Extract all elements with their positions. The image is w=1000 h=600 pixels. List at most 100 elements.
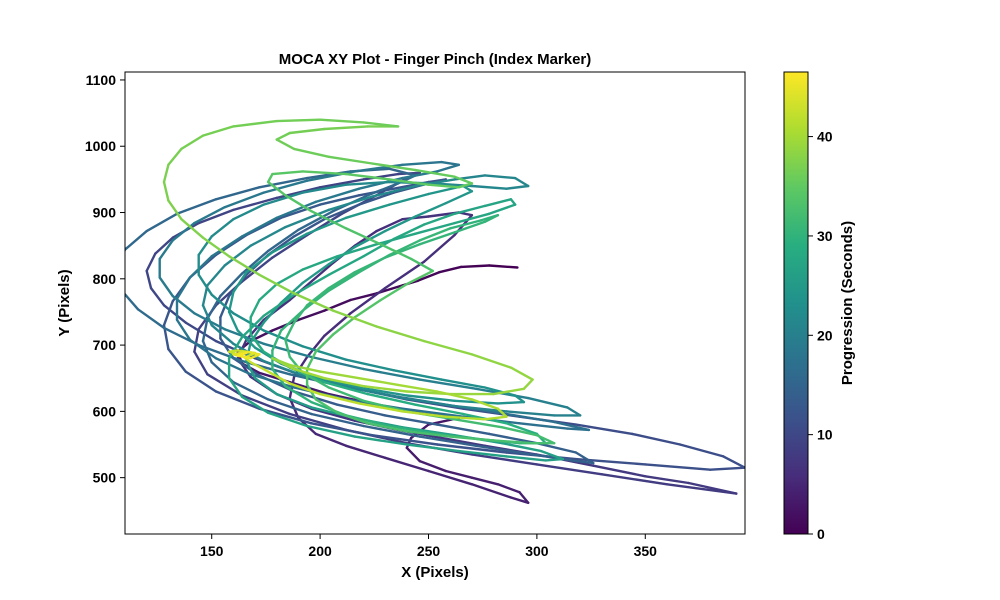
- trajectory-segment: [401, 215, 430, 221]
- trajectory-segment: [288, 382, 322, 396]
- trajectory-segment: [483, 174, 517, 180]
- trajectory-segment: [232, 203, 265, 221]
- trajectory-segment: [436, 423, 491, 436]
- trajectory-segment: [436, 443, 508, 454]
- trajectory-segment: [240, 256, 274, 283]
- trajectory-segment: [279, 203, 322, 220]
- trajectory-segment: [305, 286, 330, 307]
- trajectory-segment: [379, 282, 408, 302]
- trajectory-segment: [644, 475, 690, 485]
- trajectory-segment: [505, 422, 539, 436]
- trajectory-segment: [258, 176, 309, 189]
- trajectory-segment: [171, 294, 196, 315]
- trajectory-segment: [405, 269, 434, 286]
- trajectory-segment: [401, 396, 456, 408]
- trajectory-segment: [436, 390, 474, 401]
- trajectory-segment: [492, 439, 534, 445]
- trajectory-segment: [357, 386, 408, 397]
- trajectory-segment: [423, 233, 456, 263]
- trajectory-segment: [193, 205, 226, 225]
- trajectory-segment: [457, 449, 508, 458]
- trajectory-segment: [540, 449, 565, 461]
- trajectory-segment: [505, 412, 556, 424]
- trajectory-segment: [271, 232, 309, 254]
- trajectory-segment: [227, 335, 244, 360]
- trajectory-segment: [266, 228, 300, 253]
- trajectory-segment: [418, 231, 456, 246]
- trajectory-segment: [370, 162, 417, 172]
- trajectory-segment: [514, 176, 530, 188]
- trajectory-segment: [535, 463, 604, 476]
- trajectory-segment: [193, 328, 200, 353]
- trajectory-segment: [253, 377, 278, 396]
- trajectory-segment: [275, 392, 313, 409]
- trajectory-segment: [600, 473, 669, 486]
- trajectory-segment: [483, 415, 508, 421]
- trajectory-segment: [722, 455, 745, 469]
- trajectory-segment: [249, 225, 287, 247]
- x-tick-label: 150: [200, 543, 224, 559]
- trajectory-segment: [453, 175, 474, 185]
- trajectory-segment: [336, 243, 378, 258]
- trajectory-segment: [158, 239, 174, 261]
- trajectory-segment: [175, 198, 218, 216]
- trajectory-segment: [383, 414, 439, 426]
- trajectory-segment: [219, 272, 244, 298]
- trajectory-segment: [271, 170, 304, 176]
- trajectory-segment: [275, 200, 317, 220]
- trajectory-segment: [488, 432, 539, 445]
- colorbar-label: Progression (Seconds): [839, 221, 856, 385]
- trajectory-segment: [414, 168, 456, 178]
- trajectory-segment: [227, 255, 261, 276]
- trajectory-segment: [327, 386, 365, 402]
- trajectory-segment: [292, 304, 309, 324]
- trajectory-segment: [505, 184, 530, 190]
- trajectory-segment: [305, 216, 348, 235]
- trajectory-segment: [310, 261, 335, 283]
- trajectory-segment: [240, 216, 278, 238]
- trajectory-segment: [154, 236, 174, 255]
- trajectory-segment: [305, 334, 326, 359]
- trajectory-segment: [501, 442, 543, 453]
- trajectory-segment: [171, 221, 196, 242]
- trajectory-segment: [501, 426, 539, 437]
- trajectory-segment: [271, 329, 283, 352]
- trajectory-segment: [505, 455, 547, 462]
- trajectory-segment: [483, 213, 500, 224]
- trajectory-segment: [344, 358, 395, 372]
- trajectory-segment: [535, 442, 578, 454]
- trajectory-segment: [197, 208, 235, 225]
- trajectory-segment: [318, 178, 365, 189]
- trajectory-segment: [197, 343, 244, 363]
- trajectory-segment: [401, 160, 443, 167]
- y-tick-label: 1000: [85, 138, 116, 154]
- trajectory-segment: [440, 160, 460, 167]
- trajectory-segment: [405, 443, 460, 453]
- trajectory-segment: [310, 412, 365, 428]
- trajectory-segment: [323, 125, 369, 131]
- trajectory-segment: [201, 236, 231, 258]
- trajectory-segment: [375, 217, 404, 233]
- trajectory-segment: [362, 424, 421, 438]
- trajectory-lines: [125, 118, 745, 504]
- trajectory-segment: [383, 456, 430, 473]
- colorbar-tick-label: 10: [817, 427, 833, 443]
- trajectory-segment: [570, 459, 595, 465]
- trajectory-segment: [301, 289, 330, 312]
- trajectory-segment: [392, 369, 443, 381]
- trajectory-segment: [249, 361, 270, 373]
- trajectory-segment: [527, 452, 573, 462]
- trajectory-segment: [145, 252, 157, 273]
- trajectory-segment: [470, 398, 500, 410]
- trajectory-segment: [180, 134, 205, 151]
- trajectory-segment: [392, 223, 426, 241]
- trajectory-segment: [366, 392, 417, 406]
- trajectory-segment: [232, 357, 261, 377]
- trajectory-segment: [414, 201, 447, 218]
- x-axis-label: X (Pixels): [401, 564, 469, 581]
- trajectory-segment: [314, 333, 335, 353]
- trajectory-segment: [453, 220, 487, 234]
- trajectory-segment: [258, 273, 296, 295]
- trajectory-segment: [388, 424, 439, 436]
- colorbar-tick-label: 30: [817, 228, 833, 244]
